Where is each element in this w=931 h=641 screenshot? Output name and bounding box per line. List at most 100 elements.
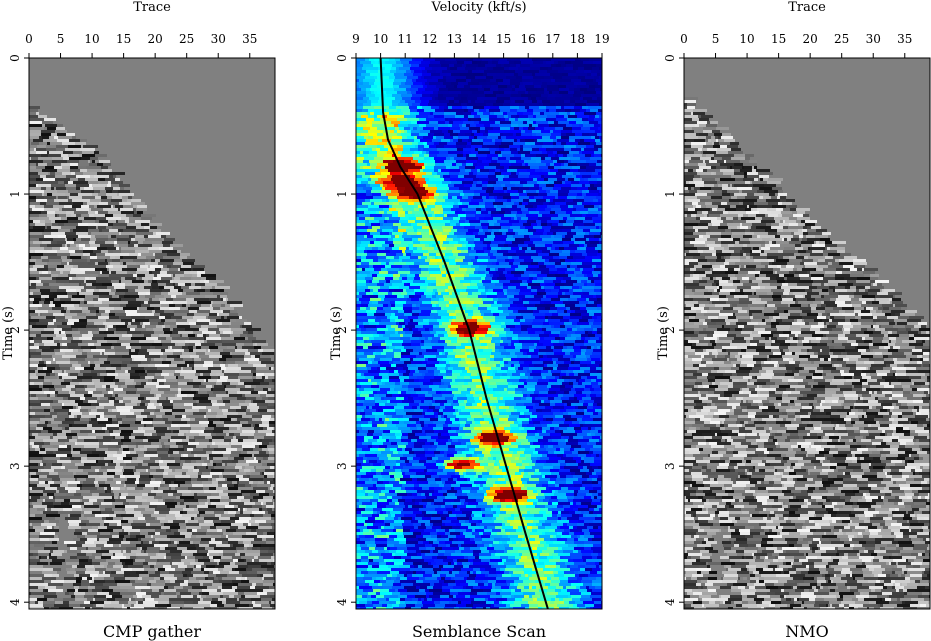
gather-sample [180, 532, 192, 535]
gather-sample [57, 169, 70, 172]
gather-sample [185, 361, 194, 364]
gather-sample [95, 568, 106, 571]
gather-sample [74, 592, 85, 595]
gather-sample [238, 508, 240, 511]
semblance-cell [403, 106, 409, 109]
semblance-cell [390, 124, 394, 127]
gather-sample [145, 517, 155, 520]
gather-sample [104, 457, 117, 460]
gather-sample [69, 439, 77, 442]
gather-sample [222, 484, 227, 487]
gather-sample [232, 355, 244, 358]
gather-sample [252, 583, 256, 586]
gather-sample [250, 514, 254, 517]
gather-sample [104, 487, 107, 490]
gather-sample [216, 544, 230, 547]
gather-sample [132, 358, 134, 361]
gather-sample [159, 247, 173, 250]
gather-sample [36, 178, 43, 181]
gather-sample [105, 187, 109, 190]
gather-sample [152, 343, 162, 346]
semblance-cell [515, 118, 518, 121]
gather-sample [147, 448, 157, 451]
semblance-cell [390, 130, 394, 133]
gather-sample [168, 520, 170, 523]
semblance-cell [472, 139, 479, 142]
gather-sample [234, 484, 238, 487]
gather-sample [108, 277, 121, 280]
gather-sample [165, 568, 175, 571]
gather-sample [168, 397, 182, 400]
semblance-cell [591, 136, 595, 139]
gather-sample [29, 124, 42, 127]
semblance-cell [356, 148, 364, 151]
semblance-cell [390, 70, 396, 73]
gather-sample [229, 571, 239, 574]
semblance-cell [500, 130, 510, 133]
semblance-cell [600, 73, 602, 76]
gather-sample [32, 502, 42, 505]
gather-sample [187, 421, 199, 424]
gather-sample [29, 547, 44, 550]
gather-sample [123, 400, 131, 403]
gather-sample [107, 247, 116, 250]
gather-sample [108, 181, 111, 184]
semblance-cell [484, 106, 490, 109]
gather-sample [102, 589, 113, 592]
gather-sample [168, 454, 170, 457]
gather-sample [144, 409, 155, 412]
gather-sample [229, 325, 240, 328]
gather-sample [136, 298, 149, 301]
gather-sample [116, 514, 121, 517]
semblance-cell [366, 70, 378, 73]
semblance-cell [459, 124, 462, 127]
gather-sample [118, 421, 122, 424]
gather-sample [29, 361, 39, 364]
gather-sample [266, 505, 275, 508]
gather-sample [64, 307, 67, 310]
gather-sample [154, 331, 164, 334]
gather-sample [129, 352, 138, 355]
gather-sample [75, 589, 78, 592]
gather-sample [114, 388, 123, 391]
gather-sample [227, 463, 236, 466]
gather-sample [126, 463, 138, 466]
gather-sample [222, 397, 237, 400]
gather-sample [94, 289, 99, 292]
semblance-cell [557, 139, 569, 142]
gather-sample [221, 337, 234, 340]
gather-sample [56, 280, 69, 283]
gather-sample [230, 544, 233, 547]
semblance-cell [383, 103, 392, 106]
gather-sample [219, 580, 232, 583]
gather-sample [155, 253, 167, 256]
gather-sample [231, 442, 242, 445]
gather-sample [240, 334, 247, 337]
gather-sample [107, 472, 115, 475]
semblance-cell [456, 145, 466, 148]
gather-sample [54, 166, 62, 169]
gather-sample [53, 292, 67, 295]
gather-sample [213, 430, 223, 433]
gather-sample [185, 568, 193, 571]
gather-sample [143, 322, 150, 325]
gather-sample [84, 436, 96, 439]
semblance-cell [470, 124, 476, 127]
gather-sample [263, 514, 271, 517]
gather-sample [97, 418, 108, 421]
semblance-cell [396, 70, 406, 73]
semblance-cell [447, 103, 458, 106]
semblance-cell [377, 115, 382, 118]
gather-sample [196, 535, 211, 538]
gather-sample [90, 310, 96, 313]
gather-sample [68, 520, 81, 523]
gather-sample [42, 502, 53, 505]
gather-sample [78, 349, 83, 352]
gather-sample [147, 232, 153, 235]
gather-sample [271, 388, 275, 391]
gather-sample [70, 394, 84, 397]
gather-sample [131, 550, 141, 553]
semblance-cell [587, 73, 591, 76]
gather-sample [45, 223, 52, 226]
semblance-cell [561, 130, 572, 133]
